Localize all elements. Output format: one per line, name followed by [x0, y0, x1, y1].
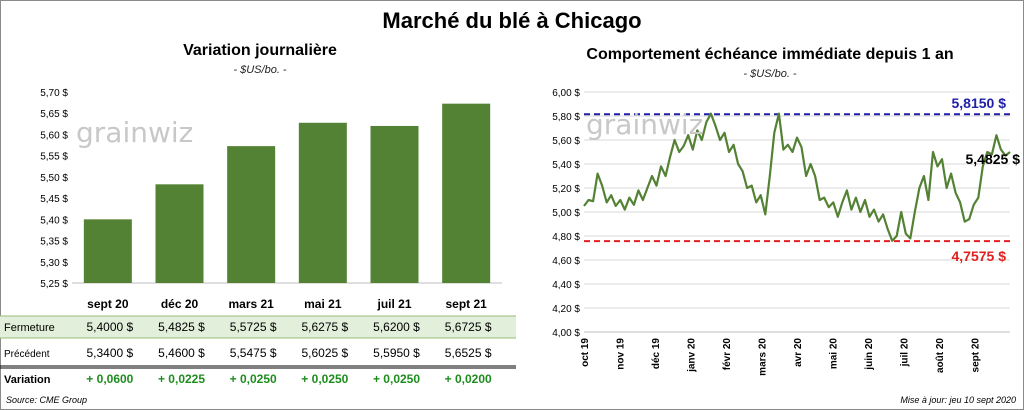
- x-tick-label: août 20: [935, 338, 946, 373]
- y-tick-label: 4,40 $: [552, 280, 580, 291]
- category-label: juil 21: [376, 297, 411, 311]
- table-row-label: Variation: [4, 374, 51, 386]
- x-tick-label: mai 20: [829, 338, 840, 370]
- y-tick-label: 5,45 $: [40, 194, 68, 205]
- y-tick-label: 5,55 $: [40, 152, 68, 163]
- category-label: sept 21: [445, 297, 487, 311]
- y-tick-label: 4,00 $: [552, 328, 580, 339]
- bar: [298, 122, 347, 284]
- table-cell: 5,3400 $: [86, 346, 133, 360]
- table-cell: 5,5725 $: [230, 320, 277, 334]
- table-cell: 5,6525 $: [445, 346, 492, 360]
- table-cell: + 0,0250: [230, 372, 277, 386]
- table-cell: + 0,0250: [301, 372, 348, 386]
- table-row-highlight: [0, 316, 516, 338]
- table-cell: 5,6025 $: [301, 346, 348, 360]
- update-note: Mise à jour: jeu 10 sept 2020: [900, 395, 1016, 405]
- table-cell: + 0,0600: [86, 372, 133, 386]
- low-label: 4,7575 $: [952, 248, 1007, 264]
- price-series-line: [583, 112, 1011, 242]
- y-tick-label: 5,20 $: [552, 184, 580, 195]
- x-tick-label: janv 20: [687, 338, 698, 373]
- table-cell: 5,4600 $: [158, 346, 205, 360]
- y-tick-label: 5,50 $: [40, 173, 68, 184]
- bar: [83, 219, 132, 283]
- y-tick-label: 4,80 $: [552, 232, 580, 243]
- category-label: sept 20: [87, 297, 129, 311]
- y-tick-label: 5,65 $: [40, 109, 68, 120]
- right-chart-title: Comportement échéance immédiate depuis 1…: [586, 46, 954, 63]
- table-cell: 5,5950 $: [373, 346, 420, 360]
- table-cell: 5,6725 $: [445, 320, 492, 334]
- x-tick-label: mars 20: [758, 338, 769, 376]
- table-cell: 5,5475 $: [230, 346, 277, 360]
- y-tick-label: 5,25 $: [40, 279, 68, 290]
- table-cell: 5,4000 $: [86, 320, 133, 334]
- table-cell: + 0,0250: [373, 372, 420, 386]
- table-row-label: Précédent: [4, 349, 50, 360]
- table-cell: + 0,0225: [158, 372, 205, 386]
- bar: [155, 184, 204, 283]
- y-tick-label: 5,40 $: [40, 215, 68, 226]
- y-tick-label: 5,70 $: [40, 88, 68, 99]
- y-tick-label: 4,60 $: [552, 256, 580, 267]
- category-label: mai 21: [304, 297, 342, 311]
- bar: [227, 146, 276, 283]
- y-tick-label: 4,20 $: [552, 304, 580, 315]
- x-tick-label: sept 20: [971, 338, 982, 373]
- page-title: Marché du blé à Chicago: [382, 8, 642, 33]
- table-cell: 5,4825 $: [158, 320, 205, 334]
- bar: [442, 103, 491, 283]
- high-label: 5,8150 $: [952, 95, 1007, 111]
- y-tick-label: 5,00 $: [552, 208, 580, 219]
- y-tick-label: 5,35 $: [40, 237, 68, 248]
- table-row-label: Fermeture: [4, 322, 55, 334]
- bar: [370, 125, 419, 283]
- x-tick-label: déc 19: [651, 338, 662, 370]
- y-tick-label: 5,60 $: [40, 130, 68, 141]
- y-tick-label: 5,30 $: [40, 258, 68, 269]
- x-tick-label: oct 19: [580, 338, 591, 367]
- table-cell: 5,6275 $: [301, 320, 348, 334]
- source-note: Source: CME Group: [6, 395, 88, 405]
- category-label: déc 20: [161, 297, 199, 311]
- right-chart-unit: - $US/bo. -: [743, 68, 797, 80]
- last-price-label: 5,4825 $: [966, 151, 1021, 167]
- category-label: mars 21: [228, 297, 274, 311]
- x-tick-label: nov 19: [616, 338, 627, 370]
- y-tick-label: 5,40 $: [552, 160, 580, 171]
- logo-left: grainwiz: [76, 116, 194, 149]
- y-tick-label: 5,60 $: [552, 136, 580, 147]
- logo-right: grainwiz: [586, 108, 704, 141]
- x-tick-label: juil 20: [900, 338, 911, 368]
- left-chart-unit: - $US/bo. -: [233, 64, 287, 76]
- x-tick-label: juin 20: [864, 338, 875, 371]
- x-tick-label: févr 20: [722, 338, 733, 371]
- left-chart-title: Variation journalière: [183, 42, 337, 59]
- table-cell: 5,6200 $: [373, 320, 420, 334]
- x-tick-label: avr 20: [793, 338, 804, 367]
- y-tick-label: 5,80 $: [552, 112, 580, 123]
- y-tick-label: 6,00 $: [552, 88, 580, 99]
- table-cell: + 0,0200: [445, 372, 492, 386]
